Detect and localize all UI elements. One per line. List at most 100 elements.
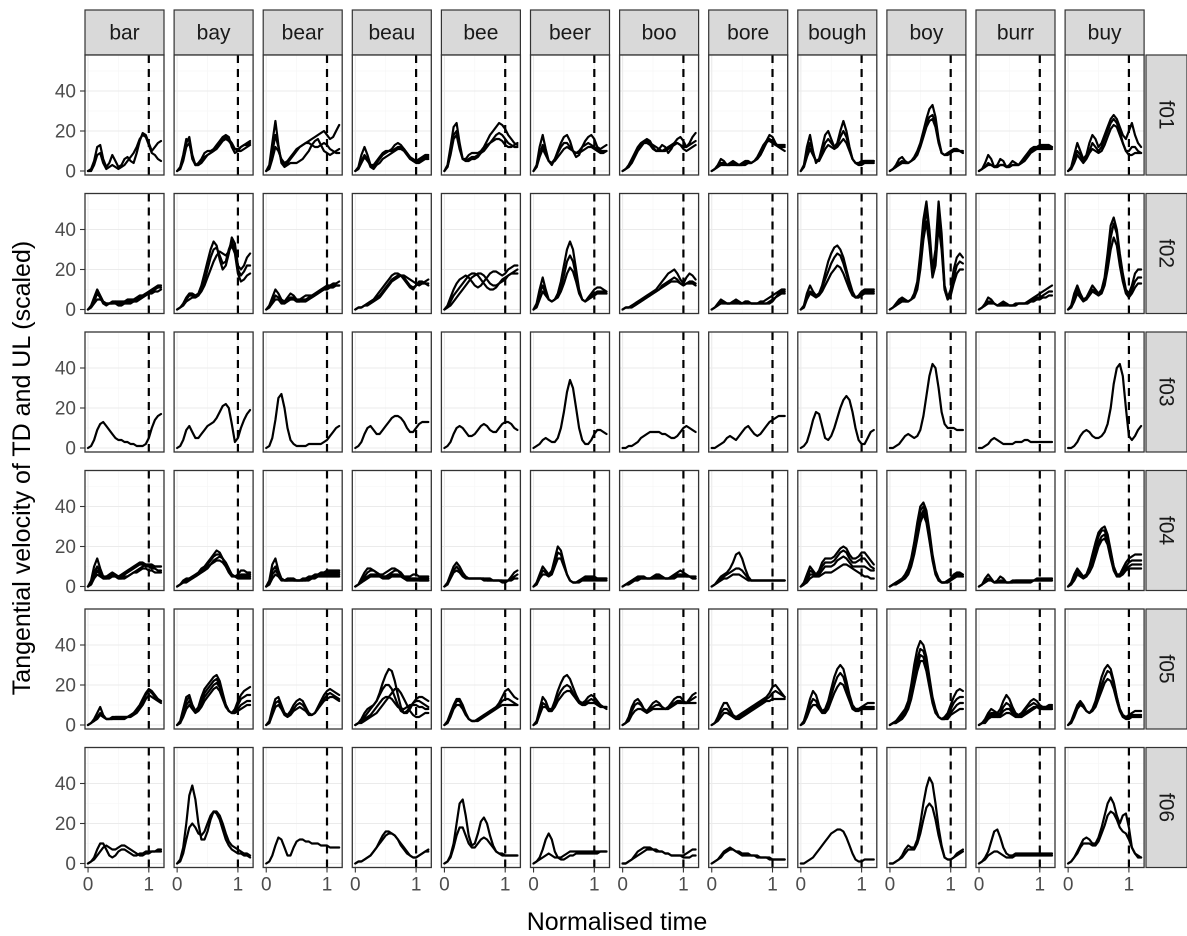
velocity-curve [888, 513, 965, 588]
panel-border [708, 469, 789, 592]
column-strip-label: burr [997, 22, 1034, 45]
column-strip-label: bear [282, 22, 324, 45]
panel-border [173, 192, 254, 315]
panel-f03-boo [618, 331, 700, 453]
velocity-curve [977, 693, 1054, 727]
panel-background [619, 332, 699, 452]
y-tick-label: 20 [55, 260, 76, 281]
panel-border [351, 192, 432, 315]
panel-f05-bear [262, 608, 343, 730]
velocity-curve [621, 701, 697, 727]
column-strip-label: boo [642, 22, 677, 45]
row-strip-label: f02 [1155, 239, 1178, 268]
panel-f01-boo [618, 54, 700, 176]
panel-f01-bough [797, 54, 878, 176]
panel-background [976, 470, 1055, 591]
panel-f04-bee [440, 469, 522, 592]
velocity-curve [354, 687, 430, 727]
panel-f06-beau [351, 746, 432, 869]
panel-f05-burr [975, 608, 1056, 730]
panel-f01-bear [262, 54, 343, 176]
y-tick-label: 0 [65, 716, 76, 737]
panel-background [263, 332, 343, 452]
panel-background [530, 55, 610, 175]
panel-f01-bay [173, 54, 254, 176]
panel-f06-bay [173, 746, 254, 869]
panel-border [351, 54, 432, 176]
panel-border [173, 331, 254, 453]
x-tick-label: 1 [1124, 875, 1135, 896]
panel-f02-boy [886, 192, 967, 315]
panel-border [618, 746, 700, 869]
panel-f06-boo [618, 746, 700, 869]
panel-border [84, 331, 165, 453]
panel-border [975, 331, 1056, 453]
x-tick-label: 0 [261, 875, 272, 896]
panel-f04-beer [529, 469, 611, 592]
panel-f04-burr [975, 469, 1056, 592]
velocity-curve [265, 284, 341, 311]
panel-background [708, 55, 788, 175]
column-strip-label: beer [549, 22, 591, 45]
velocity-curve [532, 557, 608, 588]
velocity-curve [443, 826, 519, 865]
panel-f05-buy [1064, 608, 1145, 730]
panel-f02-bore [708, 192, 789, 315]
velocity-curve [176, 677, 252, 727]
row-strip-f03: f03 [1145, 331, 1187, 453]
panel-f01-buy [1064, 54, 1145, 176]
velocity-curve [1066, 796, 1143, 865]
panel-f02-boo [618, 192, 700, 315]
y-tick-label: 20 [55, 122, 76, 143]
panel-f03-bear [262, 331, 343, 453]
panel-f05-boy [886, 608, 967, 730]
velocity-curve [265, 284, 341, 311]
panel-border [262, 608, 343, 730]
x-tick-label: 0 [1063, 875, 1074, 896]
column-strip-label: bay [197, 22, 231, 45]
panel-f05-bay [173, 608, 254, 730]
velocity-curve [443, 264, 519, 311]
velocity-curve [977, 579, 1054, 588]
panel-f04-boy [886, 469, 967, 592]
y-tick-label: 0 [65, 577, 76, 598]
panel-border [618, 469, 700, 592]
panel-f05-beau [351, 608, 432, 730]
panel-border [618, 54, 700, 176]
velocity-curve [354, 573, 430, 588]
x-tick-label: 0 [885, 875, 896, 896]
panel-f01-bar [84, 54, 165, 176]
panel-f06-buy [1064, 746, 1145, 869]
velocity-curve [176, 137, 252, 173]
panel-border [708, 746, 789, 869]
panel-border [529, 608, 611, 730]
panel-background [85, 609, 164, 729]
velocity-curve [354, 832, 430, 865]
y-tick-label: 0 [65, 439, 76, 460]
panel-border [440, 608, 522, 730]
x-tick-label: 1 [678, 875, 689, 896]
row-strip-label: f03 [1155, 377, 1178, 406]
panel-background [619, 193, 699, 314]
panel-border [84, 469, 165, 592]
panel-border [440, 192, 522, 315]
panel-border [262, 469, 343, 592]
row-strip-f04: f04 [1145, 469, 1187, 592]
velocity-curve [86, 563, 163, 588]
row-strip-bg [1145, 746, 1187, 869]
velocity-curve [1066, 533, 1143, 588]
column-strip-label: buy [1088, 22, 1122, 45]
panel-f01-bee [440, 54, 522, 176]
column-strip-bg [708, 9, 789, 56]
velocity-curve [1066, 117, 1143, 173]
panel-border [529, 746, 611, 869]
velocity-curve [710, 573, 786, 588]
x-tick-label: 0 [528, 875, 539, 896]
row-strip-bg [1145, 54, 1187, 176]
panel-border [708, 331, 789, 453]
panel-f05-bee [440, 608, 522, 730]
panel-border [797, 192, 878, 315]
panel-border [886, 608, 967, 730]
panel-border [975, 54, 1056, 176]
